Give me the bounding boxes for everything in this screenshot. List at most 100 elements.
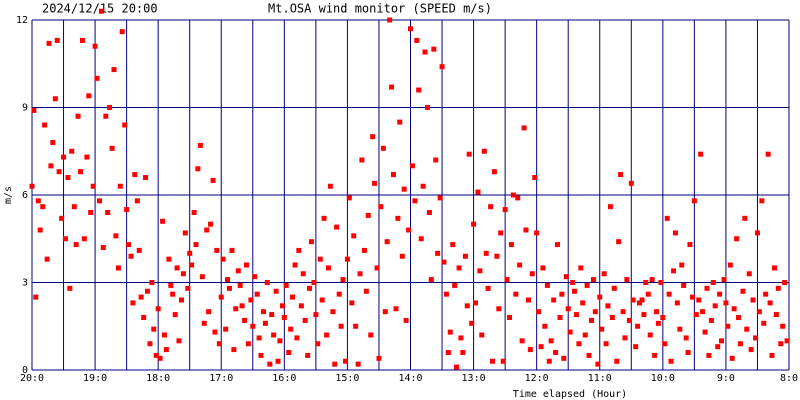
data-point: [406, 227, 412, 233]
data-point: [603, 341, 609, 347]
x-tick-label: 14:0: [398, 373, 422, 384]
data-point: [397, 119, 403, 125]
data-point: [317, 256, 323, 262]
data-point: [576, 341, 582, 347]
data-point: [679, 262, 685, 268]
data-point: [98, 8, 104, 14]
data-point: [525, 297, 531, 303]
data-point: [62, 236, 68, 242]
data-point: [698, 151, 704, 157]
data-point: [161, 332, 167, 338]
data-point: [422, 49, 428, 55]
data-point: [376, 355, 382, 361]
data-point: [649, 277, 655, 283]
data-point: [387, 17, 393, 23]
data-point: [109, 145, 115, 151]
data-point: [355, 361, 361, 367]
data-point: [122, 122, 128, 128]
data-point: [233, 306, 239, 312]
chart-title: Mt.OSA wind monitor (SPEED m/s): [268, 2, 492, 16]
x-tick-label: 12:0: [525, 373, 549, 384]
data-point: [144, 288, 150, 294]
x-tick-label: 11:0: [588, 373, 612, 384]
x-tick-label: 19:0: [83, 373, 107, 384]
data-point: [578, 265, 584, 271]
data-point: [31, 107, 37, 113]
data-point: [433, 157, 439, 163]
data-point: [534, 230, 540, 236]
data-point: [346, 195, 352, 201]
data-point: [343, 358, 349, 364]
data-point: [435, 250, 441, 256]
data-point: [769, 352, 775, 358]
data-point: [42, 122, 48, 128]
data-point: [201, 320, 207, 326]
data-point: [390, 172, 396, 178]
data-point: [458, 335, 464, 341]
data-point: [491, 169, 497, 175]
data-point: [35, 198, 41, 204]
data-point: [96, 198, 102, 204]
data-point: [187, 250, 193, 256]
data-point: [496, 306, 502, 312]
data-point: [426, 210, 432, 215]
data-point: [573, 312, 579, 318]
data-point: [750, 297, 756, 303]
data-point: [507, 315, 513, 320]
data-point: [502, 207, 508, 213]
data-point: [668, 358, 674, 364]
data-point: [119, 29, 125, 35]
data-point: [551, 297, 557, 303]
data-point: [296, 247, 302, 253]
data-point: [155, 306, 161, 312]
data-point: [226, 285, 232, 291]
data-point: [494, 253, 500, 259]
data-point: [504, 277, 510, 283]
data-point: [130, 300, 136, 306]
data-point: [616, 239, 622, 245]
data-point: [595, 361, 601, 367]
data-point: [719, 338, 725, 344]
data-point: [471, 221, 477, 227]
data-point: [286, 350, 292, 355]
data-point: [441, 259, 447, 265]
data-point: [67, 285, 73, 291]
data-point: [153, 352, 159, 358]
y-tick-label: 6: [22, 190, 28, 201]
data-point: [160, 218, 166, 224]
data-point: [639, 297, 645, 303]
data-point: [740, 288, 746, 294]
data-point: [784, 338, 790, 344]
data-point: [44, 256, 50, 262]
data-point: [308, 239, 314, 245]
data-point: [710, 280, 716, 285]
x-tick-label: 15:0: [335, 373, 359, 384]
data-point: [771, 265, 777, 271]
data-point: [206, 309, 212, 315]
data-point: [778, 341, 784, 347]
data-point: [261, 309, 267, 315]
data-point: [88, 210, 94, 215]
data-point: [488, 204, 494, 210]
data-point: [515, 195, 521, 201]
x-tick-label: 17:0: [209, 373, 233, 384]
data-point: [408, 26, 413, 32]
data-point: [84, 154, 90, 160]
data-point: [271, 332, 277, 338]
data-point: [325, 265, 331, 271]
data-point: [559, 291, 565, 297]
data-point: [643, 280, 649, 285]
data-point: [753, 335, 759, 341]
data-point: [563, 274, 569, 280]
data-point: [586, 352, 592, 358]
data-point: [132, 172, 138, 178]
data-point: [277, 338, 283, 344]
data-point: [477, 268, 483, 274]
data-point: [693, 312, 699, 318]
data-point: [546, 358, 552, 364]
data-point: [447, 329, 453, 335]
data-point: [513, 291, 519, 297]
data-point: [647, 332, 653, 338]
data-point: [151, 326, 157, 332]
